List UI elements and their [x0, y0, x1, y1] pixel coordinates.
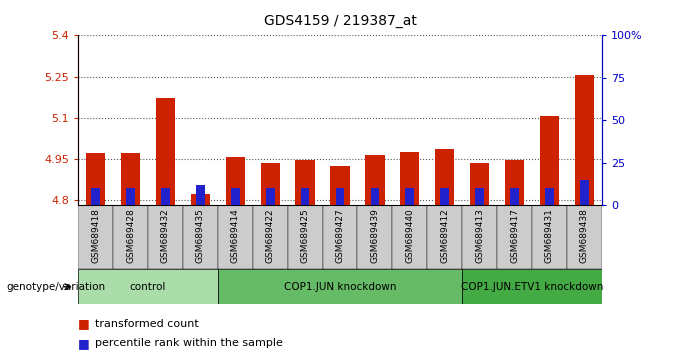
Text: ■: ■: [78, 337, 90, 350]
Text: GSM689414: GSM689414: [231, 209, 240, 263]
Text: GSM689432: GSM689432: [161, 209, 170, 263]
Bar: [441, 188, 449, 205]
Text: GSM689412: GSM689412: [440, 209, 449, 263]
Text: COP1.JUN.ETV1 knockdown: COP1.JUN.ETV1 knockdown: [461, 282, 603, 292]
Bar: [435, 149, 454, 205]
Text: GSM689438: GSM689438: [580, 209, 589, 263]
Text: GSM689418: GSM689418: [91, 209, 100, 263]
Text: GSM689428: GSM689428: [126, 209, 135, 263]
Text: GSM689413: GSM689413: [475, 209, 484, 263]
Bar: [126, 188, 135, 205]
Bar: [231, 188, 239, 205]
Bar: [260, 163, 279, 205]
FancyBboxPatch shape: [427, 205, 462, 269]
FancyBboxPatch shape: [78, 269, 218, 304]
FancyBboxPatch shape: [218, 269, 462, 304]
Bar: [365, 155, 384, 205]
Text: percentile rank within the sample: percentile rank within the sample: [95, 338, 283, 348]
Bar: [475, 188, 484, 205]
Text: GDS4159 / 219387_at: GDS4159 / 219387_at: [264, 14, 416, 28]
Bar: [121, 153, 140, 205]
Text: COP1.JUN knockdown: COP1.JUN knockdown: [284, 282, 396, 292]
FancyBboxPatch shape: [183, 205, 218, 269]
Bar: [86, 153, 105, 205]
Bar: [196, 185, 205, 205]
Bar: [330, 166, 350, 205]
Bar: [540, 116, 559, 205]
Bar: [510, 188, 519, 205]
Bar: [405, 188, 414, 205]
Bar: [336, 188, 344, 205]
Bar: [191, 194, 210, 205]
Bar: [91, 188, 100, 205]
Bar: [296, 160, 315, 205]
FancyBboxPatch shape: [567, 205, 602, 269]
Text: ■: ■: [78, 318, 90, 330]
Text: control: control: [130, 282, 166, 292]
Bar: [580, 180, 589, 205]
FancyBboxPatch shape: [288, 205, 322, 269]
FancyBboxPatch shape: [497, 205, 532, 269]
Text: GSM689440: GSM689440: [405, 209, 414, 263]
Text: GSM689431: GSM689431: [545, 209, 554, 263]
Text: GSM689425: GSM689425: [301, 209, 309, 263]
Bar: [266, 188, 275, 205]
FancyBboxPatch shape: [218, 205, 253, 269]
Bar: [156, 98, 175, 205]
FancyBboxPatch shape: [113, 205, 148, 269]
Bar: [226, 158, 245, 205]
Text: genotype/variation: genotype/variation: [7, 282, 106, 292]
Bar: [371, 188, 379, 205]
Bar: [161, 188, 170, 205]
FancyBboxPatch shape: [253, 205, 288, 269]
FancyBboxPatch shape: [462, 205, 497, 269]
FancyBboxPatch shape: [78, 205, 113, 269]
Text: GSM689417: GSM689417: [510, 209, 519, 263]
FancyBboxPatch shape: [358, 205, 392, 269]
Text: GSM689435: GSM689435: [196, 209, 205, 263]
Bar: [401, 152, 420, 205]
Text: GSM689439: GSM689439: [371, 209, 379, 263]
Text: GSM689427: GSM689427: [335, 209, 345, 263]
FancyBboxPatch shape: [392, 205, 427, 269]
FancyBboxPatch shape: [532, 205, 567, 269]
Text: transformed count: transformed count: [95, 319, 199, 329]
Bar: [505, 160, 524, 205]
Text: GSM689422: GSM689422: [266, 209, 275, 263]
FancyBboxPatch shape: [462, 269, 602, 304]
FancyBboxPatch shape: [148, 205, 183, 269]
Bar: [545, 188, 554, 205]
FancyBboxPatch shape: [322, 205, 358, 269]
Bar: [470, 163, 489, 205]
Bar: [575, 75, 594, 205]
Bar: [301, 188, 309, 205]
